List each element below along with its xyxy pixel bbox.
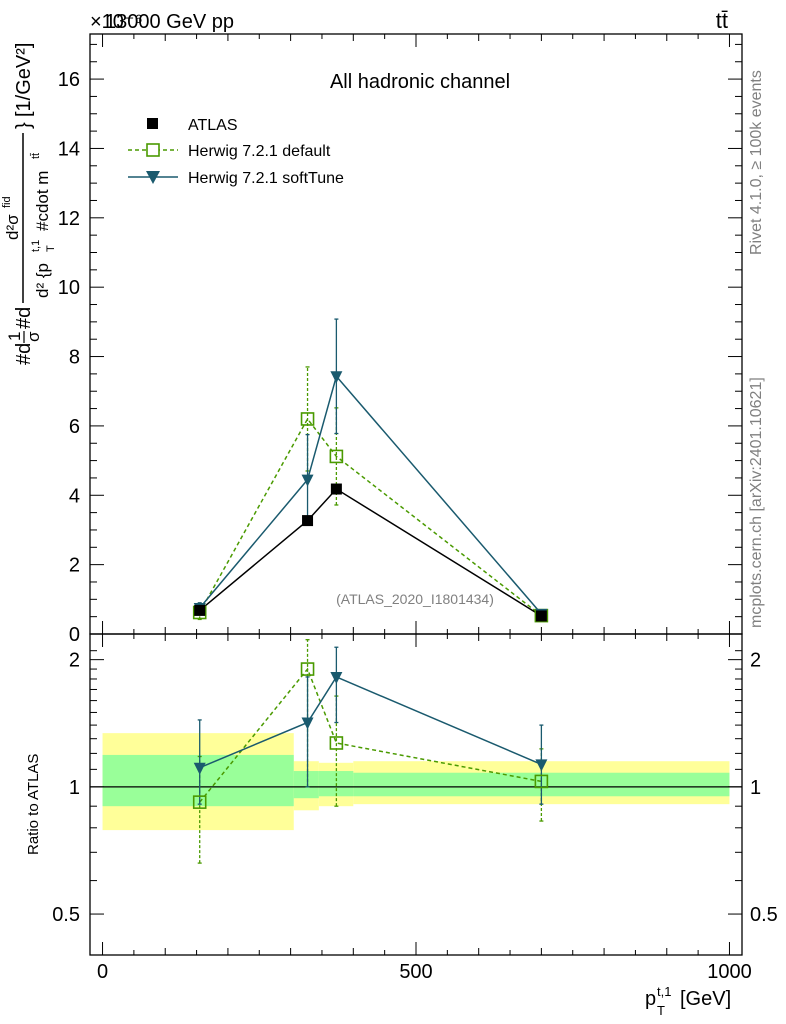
xlabel-p: p xyxy=(645,988,656,1010)
legend-marker-softtune xyxy=(146,171,160,184)
legend-marker-atlas xyxy=(147,118,158,129)
ratio-series-0-point-3 xyxy=(534,774,549,789)
main-series-0-point-2 xyxy=(330,483,342,495)
ylabel-lead: #d xyxy=(13,343,35,365)
x-axis-label: p T t,1 [GeV] xyxy=(645,984,731,1018)
ratio-series-0-point-0 xyxy=(192,795,207,809)
xlabel-units: [GeV] xyxy=(680,988,731,1010)
main-series-points xyxy=(192,371,549,623)
ratio-ytick-label-left-0: 0.5 xyxy=(52,904,80,926)
ratio-ytick-label-left-2: 2 xyxy=(69,650,80,672)
ylabel-units: [1/GeV²] xyxy=(13,43,35,117)
ylabel-one: 1 xyxy=(5,332,24,341)
ratio-band-green-0 xyxy=(102,754,294,807)
main-ytick-label-5: 10 xyxy=(58,277,80,299)
main-ytick-label-7: 14 xyxy=(58,138,80,160)
ylabel-denominator-sup: t,1 xyxy=(30,240,42,252)
xtick-label-2: 1000 xyxy=(707,961,752,983)
ratio-series-0-line xyxy=(199,667,542,803)
xlabel-sub: T xyxy=(657,1003,665,1018)
ratio-frame: 0.5 0.5 1 1 2 2 0 500 1000 xyxy=(52,633,778,983)
main-y-axis-label: #d 1 σ #d d²σ fid d² {p T t,1 #cdot m tt… xyxy=(1,43,57,365)
main-ytick-label-4: 8 xyxy=(69,347,80,369)
xtick-label-1: 500 xyxy=(399,961,432,983)
ylabel-denominator: d² {p xyxy=(33,263,52,298)
ratio-ytick-label-right-0: 0.5 xyxy=(750,904,778,926)
ylabel-d: #d xyxy=(13,307,35,329)
main-ytick-label-3: 6 xyxy=(69,416,80,438)
main-series-lines xyxy=(197,318,544,621)
main-ytick-label-1: 2 xyxy=(69,555,80,577)
ylabel-brace: } xyxy=(13,122,35,129)
legend-label-atlas: ATLAS xyxy=(188,117,238,134)
ratio-series-1-point-0 xyxy=(193,762,206,775)
analysis-label: (ATLAS_2020_I1801434) xyxy=(336,591,494,607)
ylabel-sigma: σ xyxy=(24,331,43,342)
main-ytick-label-8: 16 xyxy=(58,69,80,91)
xtick-label-0: 0 xyxy=(97,961,108,983)
main-frame: 0 2 4 6 8 10 12 14 16 xyxy=(58,33,743,646)
main-ytick-label-6: 12 xyxy=(58,208,80,230)
ratio-y-axis-label: Ratio to ATLAS xyxy=(25,754,42,855)
ylabel-denominator-tail-sup: tt̄ xyxy=(30,153,42,159)
main-series-1-point-2 xyxy=(329,449,344,464)
main-series-0-point-3 xyxy=(535,610,547,622)
main-series-2-line xyxy=(199,374,542,615)
main-series-1-point-1 xyxy=(300,412,315,426)
ylabel-numerator-sup: fid xyxy=(1,196,13,208)
legend-label-softtune: Herwig 7.2.1 softTune xyxy=(188,170,344,187)
ratio-series-1-point-3 xyxy=(535,759,548,772)
main-series-2-point-2 xyxy=(330,371,343,384)
ratio-ytick-label-right-1: 1 xyxy=(750,777,761,799)
ylabel-denominator-tail: #cdot m xyxy=(33,171,52,231)
ratio-series-1-point-1 xyxy=(301,717,314,730)
xlabel-sup: t,1 xyxy=(657,984,671,999)
ratio-series-0-point-1 xyxy=(300,662,315,676)
ratio-ytick-label-left-1: 1 xyxy=(69,777,80,799)
ratio-series-1-point-2 xyxy=(330,671,343,684)
chart-title: All hadronic channel xyxy=(330,71,510,93)
ratio-series-0-point-2 xyxy=(329,736,344,750)
ratio-ytick-label-right-2: 2 xyxy=(750,650,761,672)
main-series-0-point-1 xyxy=(302,515,314,527)
process-label: tt̄ xyxy=(716,8,728,33)
main-ytick-label-0: 0 xyxy=(69,624,80,646)
ratio-series-1-line xyxy=(199,676,542,769)
ylabel-numerator: d²σ xyxy=(3,214,22,240)
ratio-series-points xyxy=(192,662,549,809)
legend-label-default: Herwig 7.2.1 default xyxy=(188,143,331,160)
mcplots-label: mcplots.cern.ch [arXiv:2401.10621] xyxy=(748,377,765,628)
ratio-panel xyxy=(90,733,742,831)
ylabel-denominator-sub: T xyxy=(45,245,57,252)
main-series-0-point-0 xyxy=(194,604,206,616)
ratio-band-green-1 xyxy=(293,771,319,799)
main-ytick-label-2: 4 xyxy=(69,485,80,507)
main-series-1-line xyxy=(199,417,542,617)
beam-label: 13000 GeV pp xyxy=(105,11,234,33)
rivet-version-label: Rivet 4.1.0, ≥ 100k events xyxy=(748,70,765,255)
exponent-label: ×10⁻⁶ xyxy=(90,11,143,33)
main-series-0-line xyxy=(199,488,542,617)
main-series-2-point-1 xyxy=(301,474,314,487)
legend-marker-default xyxy=(146,143,160,157)
ratio-series-lines xyxy=(197,639,544,864)
legend: ATLAS Herwig 7.2.1 default Herwig 7.2.1 … xyxy=(128,117,344,187)
